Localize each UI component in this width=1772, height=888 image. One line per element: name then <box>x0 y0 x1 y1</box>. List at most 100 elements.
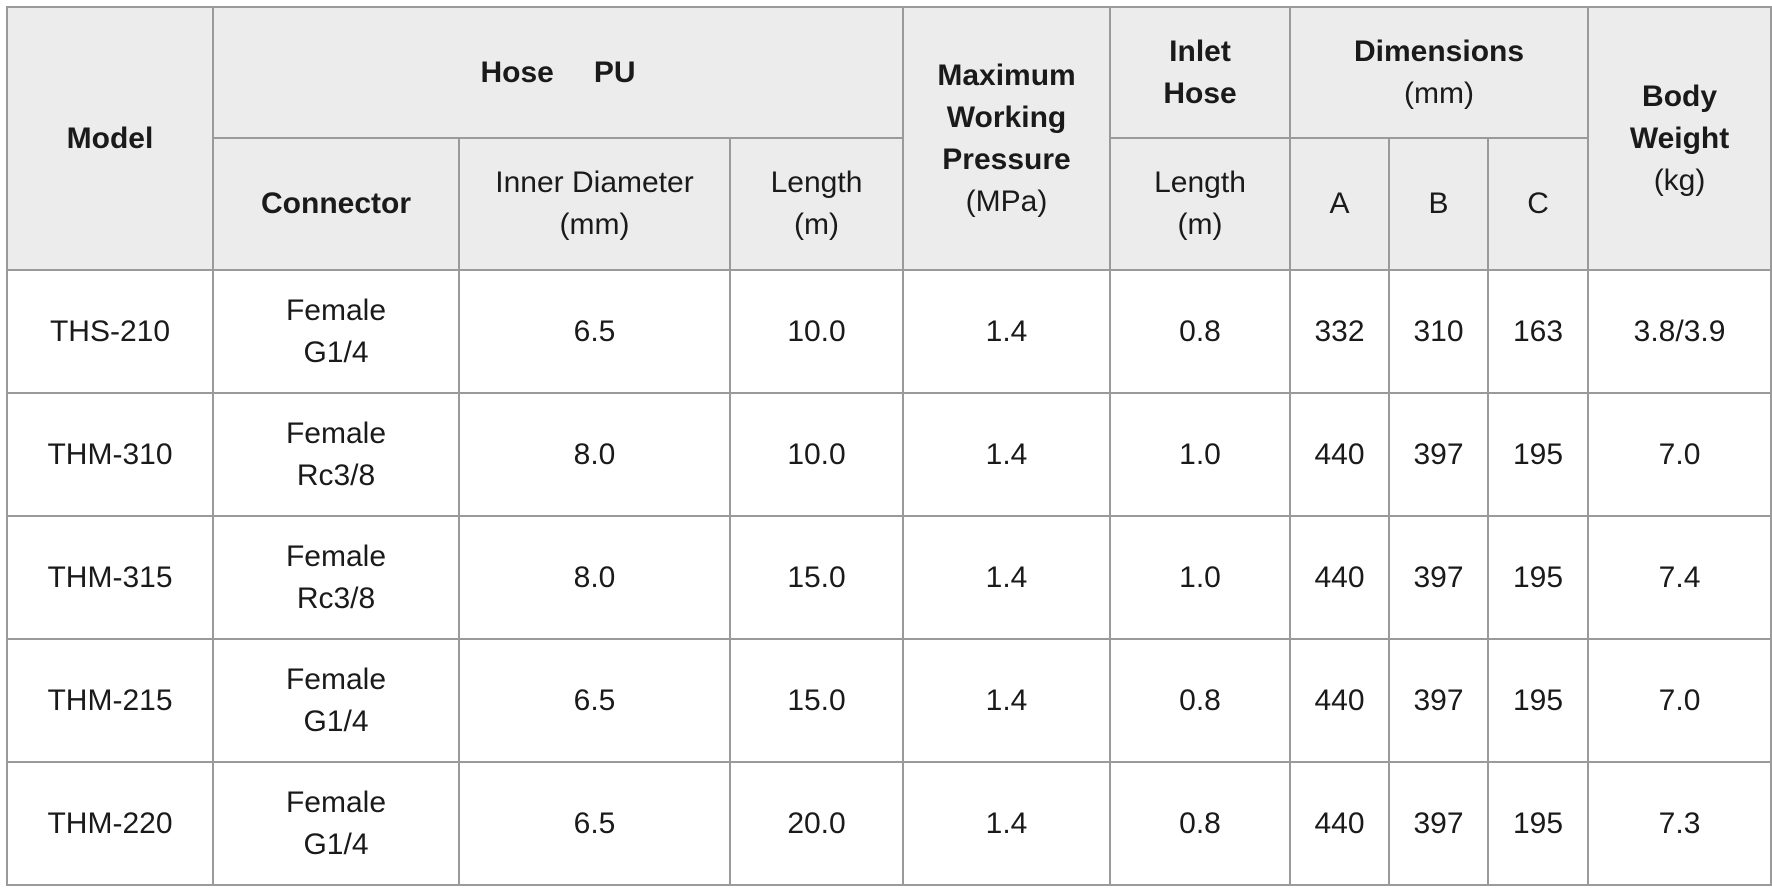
header-cell: Model <box>6 6 214 271</box>
spec-table: Model Hose PU Maximum Working Pressure (M… <box>6 6 1772 886</box>
cell-text: 397 <box>1413 806 1464 840</box>
cell-text: 397 <box>1413 560 1464 594</box>
header-cell: C <box>1487 137 1590 271</box>
cell-text: THM-315 <box>47 560 173 594</box>
cell-text: 397 <box>1413 437 1464 471</box>
table-cell: 397 <box>1388 761 1490 886</box>
cell-text: 440 <box>1314 560 1365 594</box>
cell-text: Female <box>285 416 387 450</box>
cell-text: Rc3/8 <box>296 581 376 615</box>
header-text: PU <box>593 55 636 89</box>
table-cell: 0.8 <box>1109 761 1292 886</box>
cell-text: 440 <box>1314 437 1365 471</box>
table-cell: 397 <box>1388 638 1490 763</box>
header-cell: Body Weight (kg) <box>1587 6 1772 271</box>
table-cell: 1.4 <box>902 638 1112 763</box>
table-cell: 1.4 <box>902 515 1112 640</box>
cell-text: Female <box>285 785 387 819</box>
header-text: (mm) <box>559 208 630 241</box>
cell-text: THM-310 <box>47 437 173 471</box>
table-cell: 7.3 <box>1587 761 1772 886</box>
header-text: Inlet <box>1169 34 1231 68</box>
cell-text: 6.5 <box>573 314 616 348</box>
header-text: C <box>1527 187 1549 220</box>
header-cell: Maximum Working Pressure (MPa) <box>902 6 1112 271</box>
header-text: Maximum <box>937 58 1076 92</box>
header-text: A <box>1329 187 1350 220</box>
header-text: (kg) <box>1653 163 1706 197</box>
header-cell: Hose PU <box>211 6 905 139</box>
header-text: Pressure <box>942 142 1071 176</box>
header-cell: B <box>1388 137 1490 271</box>
header-cell: Inlet Hose <box>1109 6 1292 139</box>
cell-text: G1/4 <box>303 704 369 738</box>
cell-text: THM-220 <box>47 806 173 840</box>
cell-text: 0.8 <box>1179 314 1221 348</box>
cell-text: 15.0 <box>787 683 846 717</box>
cell-text: 10.0 <box>787 314 846 348</box>
table-cell: 0.8 <box>1109 638 1292 763</box>
table-row: THM-315 Female Rc3/8 8.0 15.0 1.4 1.0 440 397 195… <box>6 515 1772 640</box>
header-text: (MPa) <box>965 184 1048 218</box>
header-text: Length <box>770 166 863 199</box>
cell-text: Female <box>285 539 387 573</box>
table-cell: 10.0 <box>728 269 905 394</box>
header-text: Weight <box>1629 121 1730 155</box>
table-row: THM-215 Female G1/4 6.5 15.0 1.4 0.8 440 397 195 7… <box>6 638 1772 763</box>
header-text: B <box>1428 187 1449 220</box>
table-cell: Female G1/4 <box>212 269 460 394</box>
table-cell: THM-215 <box>6 638 214 763</box>
header-text: (m) <box>794 208 839 241</box>
table-cell: 310 <box>1388 269 1490 394</box>
table-cell: THM-315 <box>6 515 214 640</box>
cell-text: 310 <box>1413 314 1464 348</box>
table-cell: 7.4 <box>1587 515 1772 640</box>
cell-text: 1.4 <box>985 806 1028 840</box>
table-cell: 332 <box>1289 269 1391 394</box>
header-cell: Length (m) <box>1109 137 1292 271</box>
table-cell: 15.0 <box>728 638 905 763</box>
table-cell: 3.8/3.9 <box>1587 269 1772 394</box>
table-cell: 7.0 <box>1587 638 1772 763</box>
cell-text: 6.5 <box>573 806 616 840</box>
table-cell: 1.4 <box>902 269 1112 394</box>
table-cell: 1.0 <box>1109 392 1292 517</box>
cell-text: 0.8 <box>1179 683 1221 717</box>
header-text: Working <box>946 100 1067 134</box>
table-cell: Female G1/4 <box>212 761 460 886</box>
cell-text: 195 <box>1512 437 1564 471</box>
header-cell: Dimensions (mm) <box>1289 6 1590 139</box>
cell-text: 1.0 <box>1179 437 1221 471</box>
cell-text: G1/4 <box>303 827 369 861</box>
table-cell: 0.8 <box>1109 269 1292 394</box>
table-cell: Female Rc3/8 <box>212 515 460 640</box>
header-text: (m) <box>1177 208 1223 241</box>
header-cell: A <box>1289 137 1391 271</box>
cell-text: 397 <box>1413 683 1464 717</box>
cell-text: Rc3/8 <box>296 458 376 492</box>
cell-text: 7.0 <box>1658 437 1701 471</box>
header-cell: Connector <box>212 137 460 271</box>
table-cell: 440 <box>1289 515 1391 640</box>
cell-text: 440 <box>1314 806 1365 840</box>
cell-text: 1.4 <box>985 314 1028 348</box>
header-text: (mm) <box>1404 76 1474 110</box>
table-cell: 1.4 <box>902 392 1112 517</box>
table-cell: 7.0 <box>1587 392 1772 517</box>
table-cell: 6.5 <box>458 269 731 394</box>
cell-text: 1.4 <box>985 560 1028 594</box>
cell-text: 8.0 <box>573 560 616 594</box>
table-cell: 15.0 <box>728 515 905 640</box>
table-cell: THS-210 <box>6 269 214 394</box>
table-row: THM-310 Female Rc3/8 8.0 10.0 1.4 1.0 440 397 195… <box>6 392 1772 517</box>
table-cell: 6.5 <box>458 761 731 886</box>
table-row: THS-210 Female G1/4 6.5 10.0 1.4 0.8 332 310 163 3… <box>6 269 1772 394</box>
header-text: Length <box>1154 166 1246 199</box>
cell-text: 163 <box>1512 314 1564 348</box>
table-cell: 440 <box>1289 392 1391 517</box>
cell-text: 195 <box>1512 683 1564 717</box>
table-cell: 195 <box>1487 761 1590 886</box>
header-text: Connector <box>261 187 411 220</box>
cell-text: 7.0 <box>1658 683 1701 717</box>
cell-text: 332 <box>1314 314 1365 348</box>
